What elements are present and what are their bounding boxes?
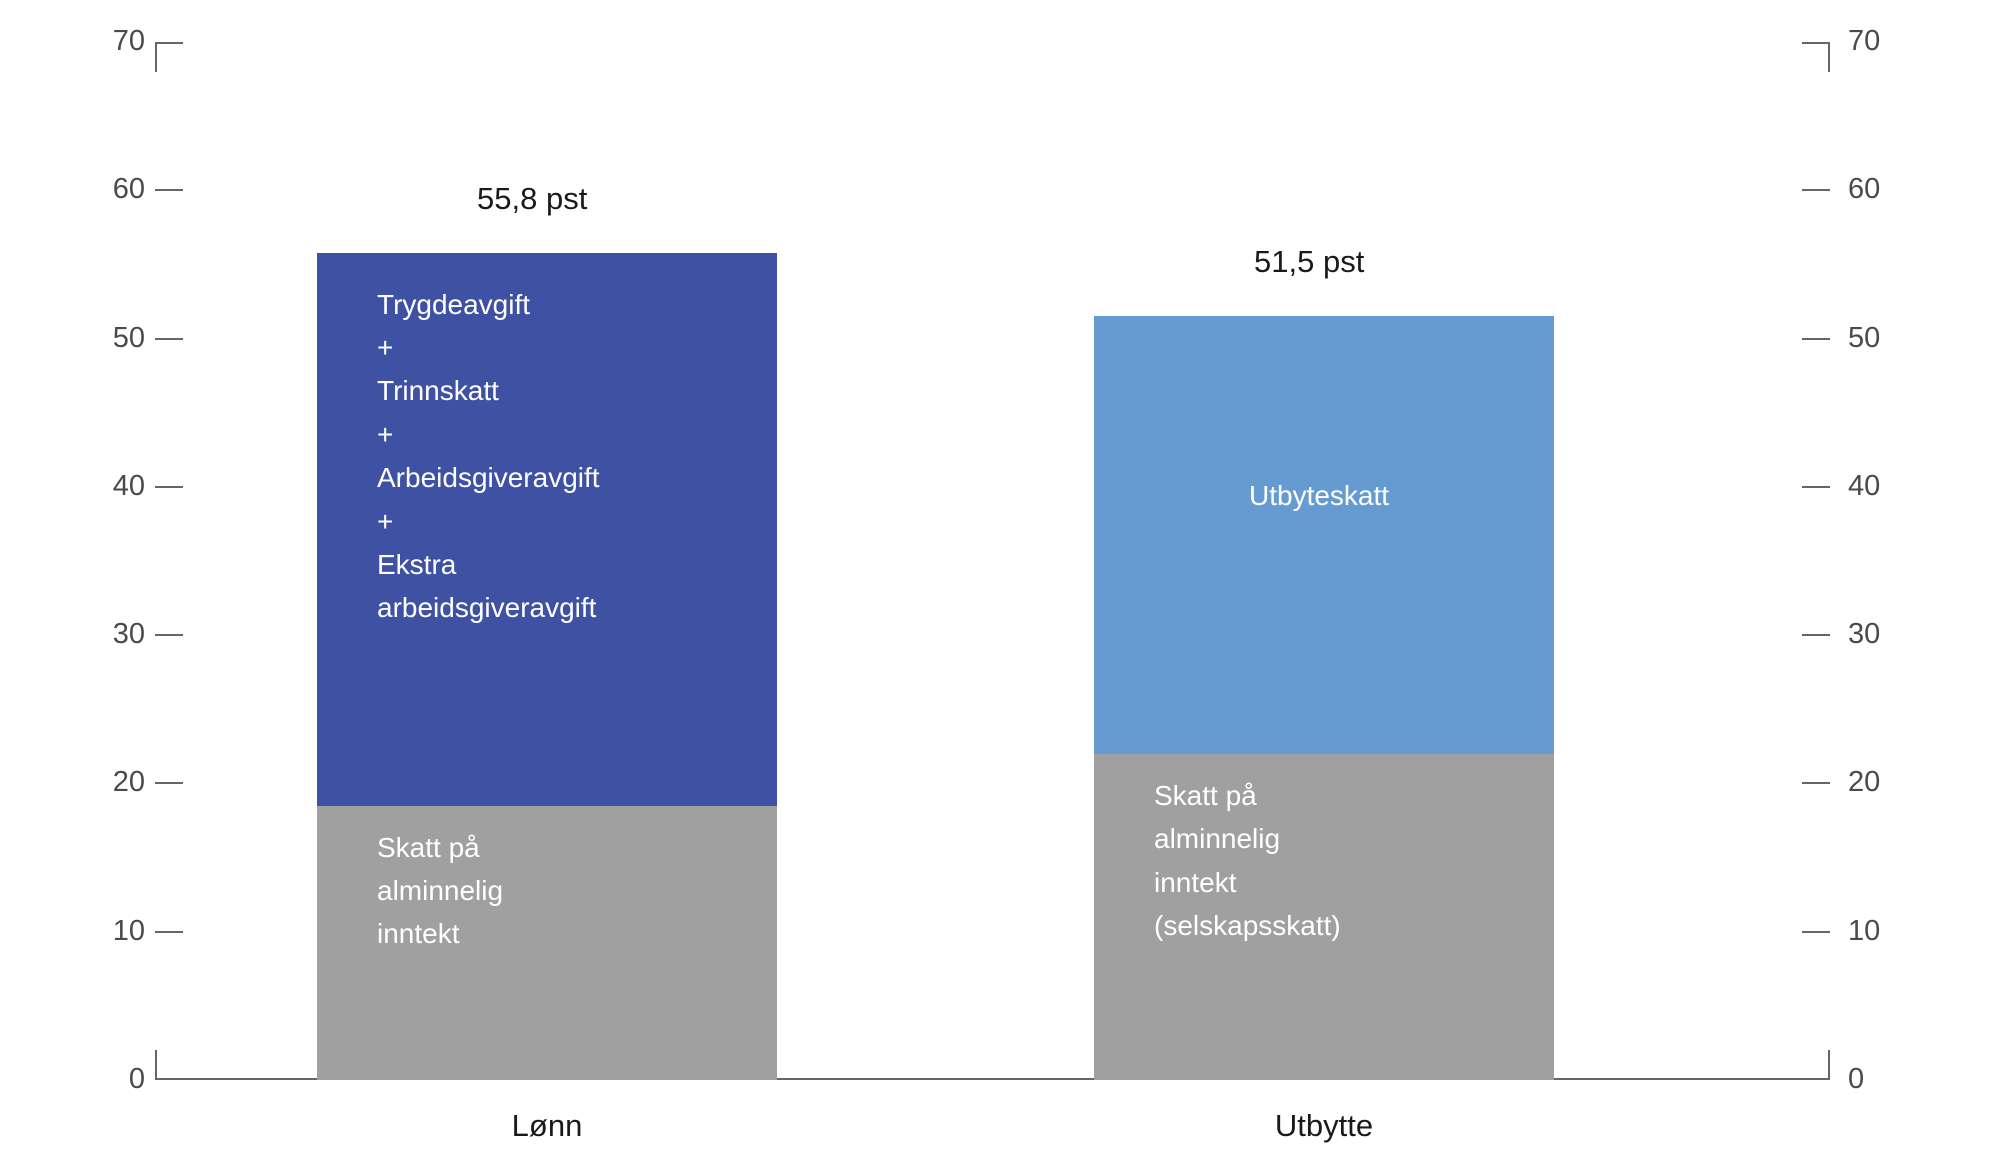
bar-segment: Utbyteskatt bbox=[1094, 316, 1554, 753]
axis-frame bbox=[1828, 42, 1830, 72]
ytick-label-right: 70 bbox=[1848, 27, 1938, 56]
ytick-left bbox=[155, 782, 183, 784]
ytick-label-right: 50 bbox=[1848, 324, 1938, 353]
ytick-left bbox=[155, 486, 183, 488]
ytick-label-left: 0 bbox=[55, 1065, 145, 1094]
category-label: Lønn bbox=[427, 1110, 667, 1141]
segment-label: Skatt på alminnelig inntekt bbox=[377, 826, 503, 956]
axis-frame bbox=[155, 42, 157, 72]
ytick-label-left: 40 bbox=[55, 472, 145, 501]
ytick-label-right: 30 bbox=[1848, 620, 1938, 649]
ytick-label-left: 50 bbox=[55, 324, 145, 353]
bar-total-label: 55,8 pst bbox=[477, 183, 587, 214]
axis-frame bbox=[1802, 42, 1830, 44]
bar-total-label: 51,5 pst bbox=[1254, 246, 1364, 277]
ytick-label-left: 30 bbox=[55, 620, 145, 649]
bar-segment: Skatt på alminnelig inntekt bbox=[317, 806, 777, 1080]
stacked-bar-chart: 0 0 10 10 20 20 30 30 40 40 50 50 60 60 70 70 Skatt på a… bbox=[0, 0, 2000, 1168]
ytick-left bbox=[155, 189, 183, 191]
category-label: Utbytte bbox=[1204, 1110, 1444, 1141]
ytick-left bbox=[155, 634, 183, 636]
segment-label: Skatt på alminnelig inntekt (selskapsska… bbox=[1154, 774, 1341, 948]
ytick-label-left: 70 bbox=[55, 27, 145, 56]
ytick-label-right: 20 bbox=[1848, 768, 1938, 797]
ytick-right bbox=[1802, 782, 1830, 784]
ytick-label-right: 40 bbox=[1848, 472, 1938, 501]
ytick-label-left: 60 bbox=[55, 175, 145, 204]
ytick-label-left: 20 bbox=[55, 768, 145, 797]
segment-label: Utbyteskatt bbox=[1249, 474, 1389, 517]
ytick-right bbox=[1802, 486, 1830, 488]
ytick-right bbox=[1802, 338, 1830, 340]
bar-segment: Trygdeavgift + Trinnskatt + Arbeidsgiver… bbox=[317, 253, 777, 806]
bar-segment: Skatt på alminnelig inntekt (selskapsska… bbox=[1094, 754, 1554, 1080]
axis-frame bbox=[155, 1050, 157, 1080]
ytick-left bbox=[155, 931, 183, 933]
ytick-label-right: 10 bbox=[1848, 917, 1938, 946]
segment-label: Trygdeavgift + Trinnskatt + Arbeidsgiver… bbox=[377, 283, 600, 630]
ytick-label-right: 60 bbox=[1848, 175, 1938, 204]
ytick-label-right: 0 bbox=[1848, 1065, 1938, 1094]
ytick-right bbox=[1802, 189, 1830, 191]
ytick-label-left: 10 bbox=[55, 917, 145, 946]
ytick-left bbox=[155, 338, 183, 340]
ytick-right bbox=[1802, 634, 1830, 636]
ytick-right bbox=[1802, 931, 1830, 933]
axis-frame bbox=[155, 42, 183, 44]
axis-frame bbox=[1828, 1050, 1830, 1080]
